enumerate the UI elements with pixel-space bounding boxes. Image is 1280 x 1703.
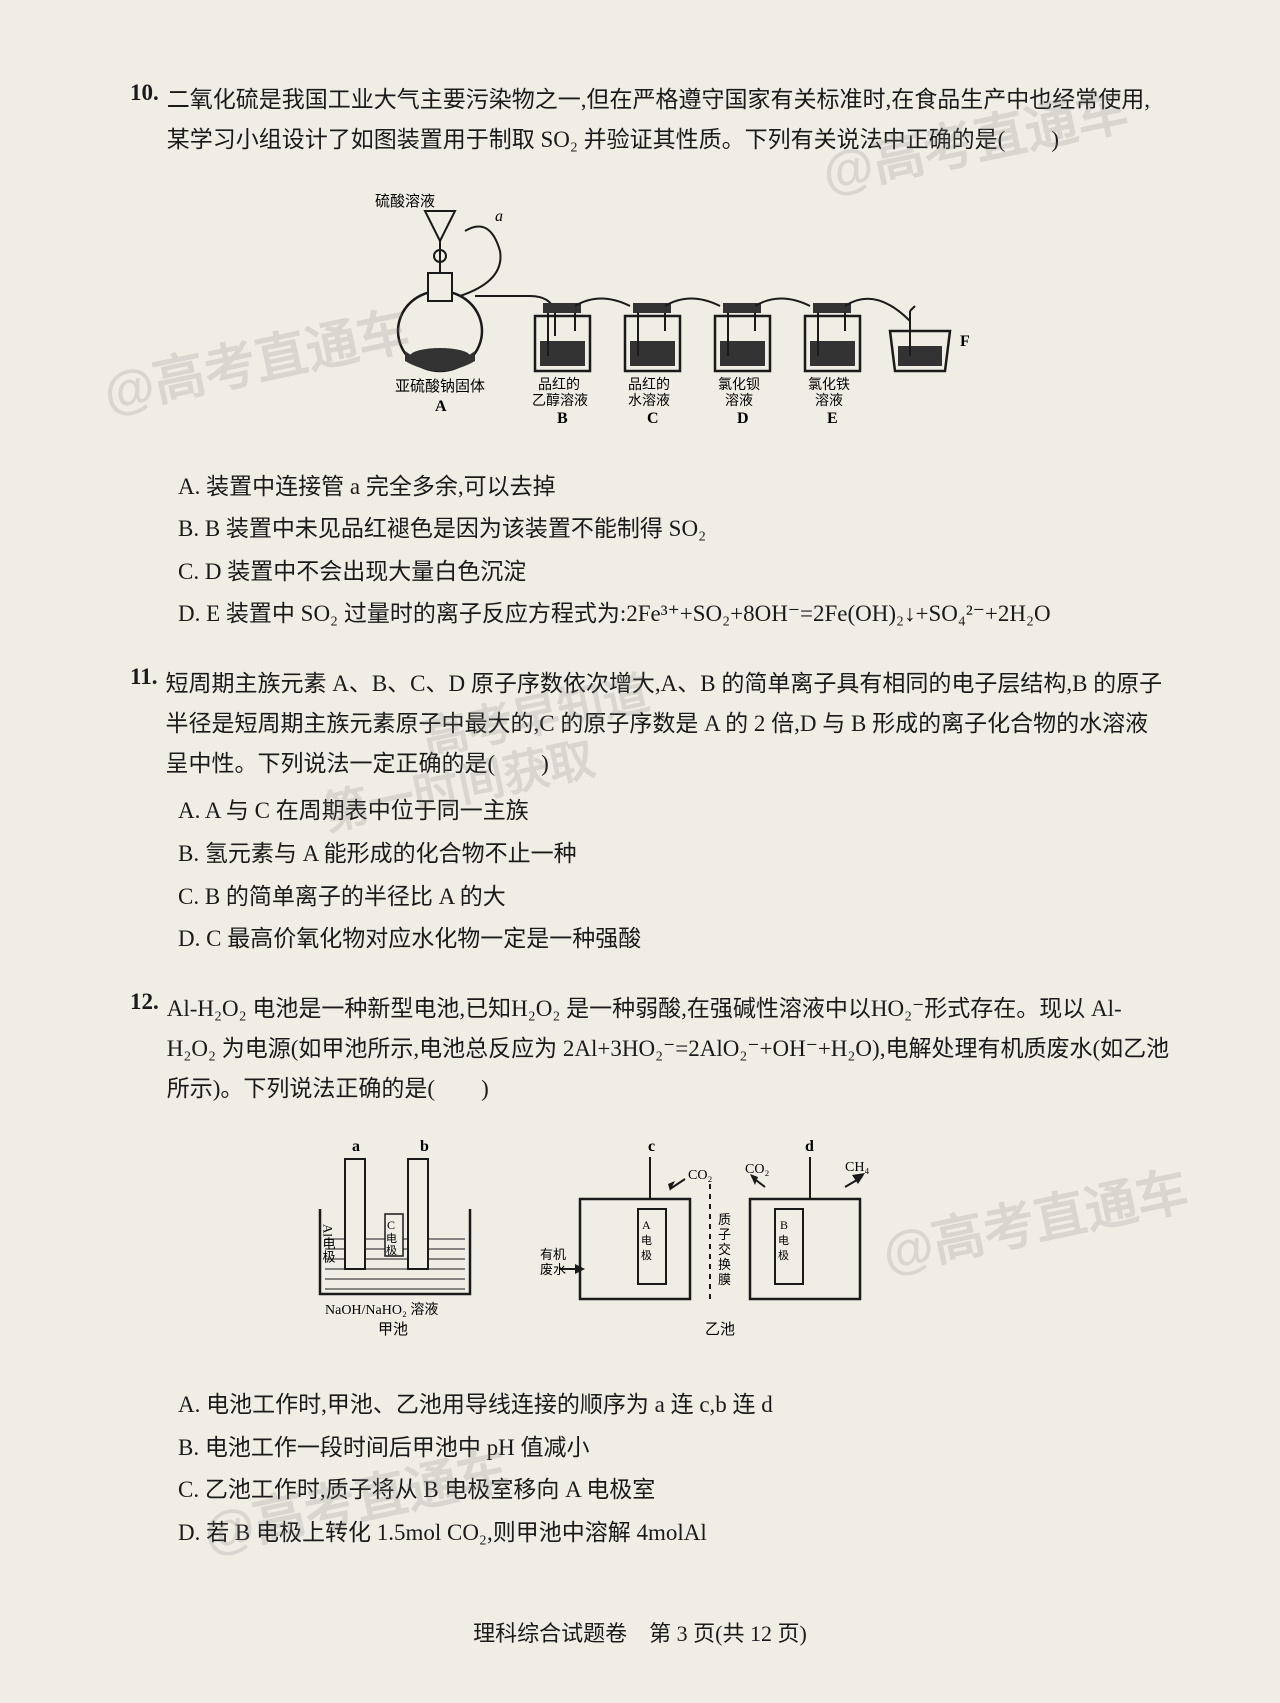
svg-text:乙池: 乙池 — [705, 1321, 735, 1338]
svg-text:E: E — [827, 410, 838, 427]
tube-a-label: a — [495, 208, 503, 225]
svg-text:极: 极 — [641, 1248, 652, 1262]
q11-option-A: A. A 与 C 在周期表中位于同一主族 — [178, 790, 1170, 833]
q12-option-A: A. 电池工作时,甲池、乙池用导线连接的顺序为 a 连 c,b 连 d — [178, 1384, 1170, 1427]
svg-text:d: d — [805, 1138, 814, 1155]
cell-yi: c CO₂ A 电 极 有机 废水 质 子 交 换 膜 — [540, 1138, 869, 1338]
svg-text:CH₄: CH₄ — [845, 1160, 869, 1175]
question-text: Al-H₂O₂ 电池是一种新型电池,已知H₂O₂ 是一种弱酸,在强碱性溶液中以H… — [167, 989, 1170, 1110]
question-11: 11. 短周期主族元素 A、B、C、D 原子序数依次增大,A、B 的简单离子具有… — [130, 664, 1170, 961]
q11-option-B: B. 氢元素与 A 能形成的化合物不止一种 — [178, 833, 1170, 876]
question-text: 短周期主族元素 A、B、C、D 原子序数依次增大,A、B 的简单离子具有相同的电… — [165, 664, 1170, 785]
svg-text:品红的: 品红的 — [538, 377, 580, 393]
svg-text:膜: 膜 — [718, 1272, 731, 1287]
svg-text:交: 交 — [718, 1242, 731, 1257]
svg-text:极: 极 — [386, 1243, 397, 1257]
svg-text:废水: 废水 — [540, 1262, 566, 1277]
q10-option-A: A. 装置中连接管 a 完全多余,可以去掉 — [178, 466, 1170, 509]
svg-text:Al电极: Al电极 — [321, 1224, 336, 1263]
question-number: 12. — [130, 989, 159, 1015]
bottle-B: 品红的 乙醇溶液 B — [532, 303, 590, 427]
q10-option-D: D. E 装置中 SO₂ 过量时的离子反应方程式为:2Fe³⁺+SO₂+8OH⁻… — [178, 593, 1170, 636]
bottle-E: 氯化铁 溶液 E — [805, 303, 860, 427]
q12-option-C: C. 乙池工作时,质子将从 B 电极室移向 A 电极室 — [178, 1469, 1170, 1512]
q12-diagram: a b Al电极 C 电 — [130, 1129, 1170, 1359]
question-number: 10. — [130, 80, 159, 106]
bottle-F: F — [890, 306, 970, 371]
svg-text:D: D — [737, 410, 749, 427]
bottle-D: 氯化钡 溶液 D — [715, 303, 770, 427]
svg-text:C: C — [647, 410, 659, 427]
svg-text:品红的: 品红的 — [628, 377, 670, 393]
svg-text:甲池: 甲池 — [378, 1321, 408, 1338]
svg-text:乙醇溶液: 乙醇溶液 — [532, 392, 588, 409]
question-number: 11. — [130, 664, 157, 690]
svg-text:电: 电 — [641, 1234, 652, 1247]
svg-text:质: 质 — [718, 1212, 731, 1227]
svg-text:B: B — [780, 1218, 788, 1232]
cell-jia: a b Al电极 C 电 — [320, 1138, 470, 1338]
question-10: 10. 二氧化硫是我国工业大气主要污染物之一,但在严格遵守国家有关标准时,在食品… — [130, 80, 1170, 636]
q10-option-C: C. D 装置中不会出现大量白色沉淀 — [178, 551, 1170, 594]
svg-text:极: 极 — [778, 1248, 789, 1262]
svg-text:CO₂: CO₂ — [688, 1168, 712, 1183]
question-text: 二氧化硫是我国工业大气主要污染物之一,但在严格遵守国家有关标准时,在食品生产中也… — [167, 80, 1170, 161]
page-footer: 理科综合试题卷 第 3 页(共 12 页) — [0, 1616, 1280, 1648]
flask-label: 亚硫酸钠固体 — [395, 378, 485, 395]
svg-text:换: 换 — [718, 1257, 731, 1272]
q10-option-B: B. B 装置中未见品红褪色是因为该装置不能制得 SO₂ — [178, 508, 1170, 551]
question-12: 12. Al-H₂O₂ 电池是一种新型电池,已知H₂O₂ 是一种弱酸,在强碱性溶… — [130, 989, 1170, 1555]
svg-text:A: A — [642, 1218, 651, 1232]
svg-text:F: F — [960, 333, 970, 350]
svg-text:水溶液: 水溶液 — [628, 393, 670, 409]
q11-option-C: C. B 的简单离子的半径比 A 的大 — [178, 876, 1170, 919]
svg-text:有机: 有机 — [540, 1247, 566, 1262]
svg-text:NaOH/NaHO₂ 溶液: NaOH/NaHO₂ 溶液 — [325, 1302, 438, 1318]
svg-text:C: C — [387, 1218, 395, 1232]
svg-text:溶液: 溶液 — [815, 393, 843, 409]
svg-text:电: 电 — [386, 1232, 397, 1245]
q12-option-D: D. 若 B 电极上转化 1.5mol CO₂,则甲池中溶解 4molAl — [178, 1512, 1170, 1555]
svg-text:b: b — [420, 1138, 429, 1155]
svg-text:A: A — [435, 398, 447, 415]
svg-text:CO₂: CO₂ — [745, 1162, 769, 1177]
funnel-label: 硫酸溶液 — [375, 193, 435, 210]
svg-text:子: 子 — [718, 1227, 731, 1242]
svg-text:a: a — [352, 1138, 360, 1155]
bottle-C: 品红的 水溶液 C — [625, 303, 680, 427]
svg-text:B: B — [557, 410, 568, 427]
svg-text:氯化铁: 氯化铁 — [808, 377, 850, 393]
q12-option-B: B. 电池工作一段时间后甲池中 pH 值减小 — [178, 1427, 1170, 1470]
svg-text:溶液: 溶液 — [725, 393, 753, 409]
svg-text:电: 电 — [778, 1234, 789, 1247]
q11-option-D: D. C 最高价氧化物对应水化物一定是一种强酸 — [178, 918, 1170, 961]
svg-text:c: c — [648, 1138, 655, 1155]
q10-diagram: 硫酸溶液 a 亚硫酸钠固体 A 品红的 — [130, 181, 1170, 441]
svg-text:氯化钡: 氯化钡 — [718, 377, 760, 393]
